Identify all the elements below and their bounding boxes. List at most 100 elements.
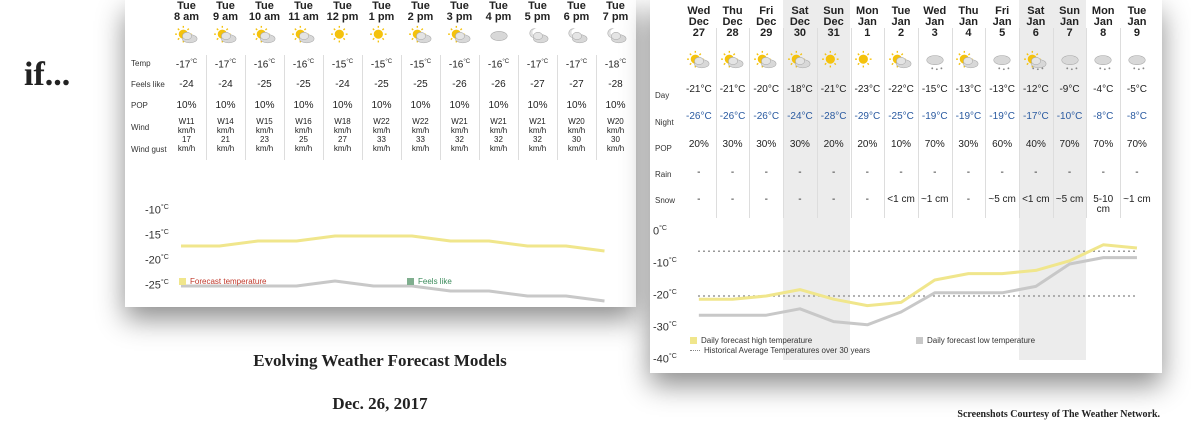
day-low: -26°C: [753, 111, 780, 122]
column-separator: [596, 55, 597, 160]
day-column: Thu Dec 28 -21°C -26°C 30% - -: [716, 0, 750, 220]
day-dow: Wed: [923, 5, 947, 17]
wind-unit: km/h: [606, 126, 625, 135]
wind-unit: km/h: [333, 126, 352, 135]
day-number: 3: [931, 27, 938, 39]
sun-cloud-icon: [889, 50, 912, 69]
legend-low-swatch: [916, 337, 923, 345]
hour-time: 6 pm: [563, 11, 590, 23]
hour-temp: -16: [448, 59, 464, 71]
day-snow: ~1 cm: [1123, 194, 1151, 205]
hour-gust: 32 km/h: [519, 135, 556, 153]
row-label-wind: Wind: [131, 123, 150, 132]
gust-speed: 32: [533, 135, 542, 144]
column-separator: [715, 28, 717, 218]
gust-speed: 21: [221, 135, 230, 144]
day-rain: -: [1101, 167, 1105, 178]
hour-pop: 10%: [605, 100, 626, 111]
hour-column: Tue 2 pm -15°C -25 10% W22 km/h 33 km/h: [402, 0, 439, 160]
gust-speed: 33: [416, 135, 425, 144]
hour-wind: W11 km/h: [168, 117, 205, 135]
wind-unit: km/h: [372, 126, 391, 135]
column-separator: [1120, 28, 1122, 218]
wind-unit: km/h: [489, 126, 508, 135]
y-tick-label: 0°C: [653, 225, 667, 238]
day-high: -15°C: [921, 84, 948, 95]
legend-high-label: Daily forecast high temperature: [701, 336, 813, 345]
column-separator: [401, 55, 402, 160]
day-pop: 60%: [992, 139, 1013, 150]
y-tick-label: -25°C: [145, 279, 169, 292]
hour-gust: 32 km/h: [480, 135, 517, 153]
hour-gust: 17 km/h: [168, 135, 205, 153]
hour-gust: 23 km/h: [246, 135, 283, 153]
wind-direction: W14: [217, 117, 234, 126]
row-label-day: Day: [655, 91, 670, 100]
day-snow: -: [697, 194, 701, 205]
day-low: -17°C: [1023, 111, 1049, 122]
day-pop: 40%: [1025, 139, 1046, 150]
hour-wind: W22 km/h: [402, 117, 439, 135]
day-column: Sat Jan 6 -12°C -17°C 40% - <1 cm: [1019, 0, 1053, 220]
column-separator: [985, 28, 987, 218]
hour-pop: 10%: [527, 100, 548, 111]
temp-unit: °C: [268, 59, 276, 65]
column-separator: [518, 55, 519, 160]
hour-wind: W21 km/h: [519, 117, 556, 135]
legend-feels-label: Feels like: [418, 277, 452, 286]
day-month: Jan: [1060, 16, 1080, 28]
day-month: Dec: [688, 16, 709, 28]
gust-unit: km/h: [411, 144, 430, 153]
hour-wind: W18 km/h: [324, 117, 361, 135]
day-low: -28°C: [820, 111, 847, 122]
hour-column: Tue 11 am -16°C -25 10% W16 km/h 25 km/h: [285, 0, 322, 160]
hour-column: Tue 3 pm -16°C -26 10% W21 km/h 32 km/h: [441, 0, 478, 160]
gust-unit: km/h: [372, 144, 391, 153]
wind-unit: km/h: [294, 126, 313, 135]
hour-gust: 27 km/h: [324, 135, 361, 153]
day-pop: 10%: [891, 139, 912, 150]
day-month: Jan: [1093, 16, 1113, 28]
day-high: -18°C: [787, 84, 813, 95]
hour-time: 7 pm: [602, 11, 629, 23]
day-snow: ~1 cm: [920, 194, 949, 205]
day-low: -26°C: [719, 111, 746, 122]
day-low: -24°C: [787, 111, 813, 122]
hour-pop: 10%: [371, 100, 392, 111]
snow-cloud-icon: [1094, 55, 1112, 71]
day-low: -26°C: [686, 111, 712, 122]
hour-pop: 10%: [293, 100, 314, 111]
gust-speed: 33: [377, 135, 386, 144]
day-pop: 30%: [789, 139, 810, 150]
sun-cloud-icon: [956, 50, 979, 69]
cloud-icon: [489, 31, 508, 41]
day-column: Sun Jan 7 -9°C -10°C 70% - ~5 cm: [1053, 0, 1087, 220]
day-high: -13°C: [989, 84, 1015, 95]
day-rain: -: [1067, 167, 1072, 178]
day-high: -21°C: [719, 84, 746, 95]
temp-unit: °C: [307, 59, 315, 65]
temp-unit: °C: [229, 59, 237, 65]
hour-wind: W22 km/h: [363, 117, 400, 135]
day-dow: Tue: [891, 5, 911, 17]
legend-hist-label: Historical Average Temperatures over 30 …: [704, 346, 871, 355]
legend-temp-swatch: [179, 278, 186, 286]
gust-speed: 25: [299, 135, 308, 144]
snow-cloud-icon: [1128, 55, 1146, 71]
hour-day: Tue: [567, 0, 586, 12]
hour-pop: 10%: [215, 100, 236, 111]
legend-feels-swatch: [407, 278, 414, 286]
hour-temp: -15: [409, 59, 425, 71]
day-low: -8°C: [1126, 111, 1147, 122]
legend-temp-label: Forecast temperature: [190, 277, 267, 286]
day-rain: -: [764, 167, 768, 178]
temp-unit: °C: [502, 59, 510, 65]
day-number: 7: [1066, 27, 1073, 39]
day-month: Jan: [1026, 16, 1046, 28]
hour-wind: W21 km/h: [480, 117, 517, 135]
y-tick-label: -15°C: [145, 229, 169, 242]
day-number: 30: [793, 27, 807, 39]
day-rain: -: [1135, 167, 1139, 178]
gust-speed: 30: [611, 135, 620, 144]
day-column: Thu Jan 4 -13°C -19°C 30% - -: [952, 0, 986, 220]
